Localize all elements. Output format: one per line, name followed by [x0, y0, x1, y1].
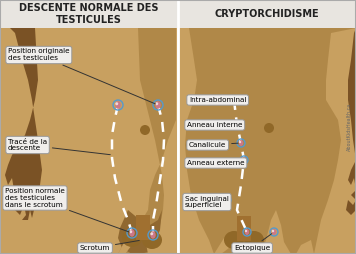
Text: Ectopique: Ectopique: [234, 234, 272, 251]
Circle shape: [155, 102, 158, 105]
Bar: [0, 28, 177, 254]
Polygon shape: [118, 210, 162, 254]
Text: DESCENTE NORMALE DES
TESTICULES: DESCENTE NORMALE DES TESTICULES: [19, 3, 159, 25]
Circle shape: [239, 141, 241, 143]
Circle shape: [129, 230, 132, 233]
Text: Position originale
des testicules: Position originale des testicules: [8, 49, 156, 104]
Circle shape: [140, 125, 150, 135]
Ellipse shape: [129, 229, 135, 237]
Circle shape: [242, 158, 244, 160]
Text: Scrotum: Scrotum: [80, 241, 139, 251]
Polygon shape: [145, 238, 160, 254]
Polygon shape: [346, 28, 356, 215]
Circle shape: [245, 230, 247, 232]
Ellipse shape: [225, 197, 229, 203]
Polygon shape: [179, 28, 356, 254]
Polygon shape: [296, 240, 314, 254]
Ellipse shape: [244, 231, 264, 249]
Ellipse shape: [239, 140, 243, 146]
Circle shape: [235, 123, 237, 125]
Circle shape: [225, 198, 227, 200]
Polygon shape: [118, 235, 132, 254]
Text: Anneau externe: Anneau externe: [187, 160, 245, 166]
Text: Canalicule: Canalicule: [189, 142, 238, 148]
Text: Position normale
des testicules
dans le scrotum: Position normale des testicules dans le …: [5, 188, 129, 232]
Text: Anneau interne: Anneau interne: [187, 122, 242, 128]
Circle shape: [272, 230, 274, 232]
Bar: [237, 216, 251, 241]
Text: CRYPTORCHIDISME: CRYPTORCHIDISME: [215, 9, 319, 19]
Text: AboutKidsHealth.ca: AboutKidsHealth.ca: [346, 103, 351, 151]
Bar: [179, 0, 356, 28]
Ellipse shape: [150, 231, 156, 239]
Bar: [136, 215, 150, 240]
Polygon shape: [5, 28, 42, 220]
Bar: [0, 0, 177, 28]
Text: Tracé de la
descente: Tracé de la descente: [8, 138, 110, 155]
Ellipse shape: [245, 229, 249, 235]
Ellipse shape: [232, 97, 236, 103]
Circle shape: [232, 98, 234, 100]
Ellipse shape: [242, 157, 246, 163]
Ellipse shape: [235, 122, 239, 128]
Ellipse shape: [224, 231, 244, 249]
Ellipse shape: [142, 231, 162, 249]
Circle shape: [115, 102, 118, 105]
Text: Intra-abdominal: Intra-abdominal: [189, 97, 246, 103]
Polygon shape: [10, 28, 176, 254]
Ellipse shape: [115, 101, 121, 109]
Ellipse shape: [155, 101, 161, 109]
Text: Sac inguinal
superficiel: Sac inguinal superficiel: [185, 196, 229, 209]
Ellipse shape: [122, 229, 142, 247]
Ellipse shape: [272, 229, 276, 235]
Circle shape: [150, 232, 153, 235]
Polygon shape: [214, 238, 229, 254]
Bar: [179, 28, 356, 254]
Circle shape: [264, 123, 274, 133]
